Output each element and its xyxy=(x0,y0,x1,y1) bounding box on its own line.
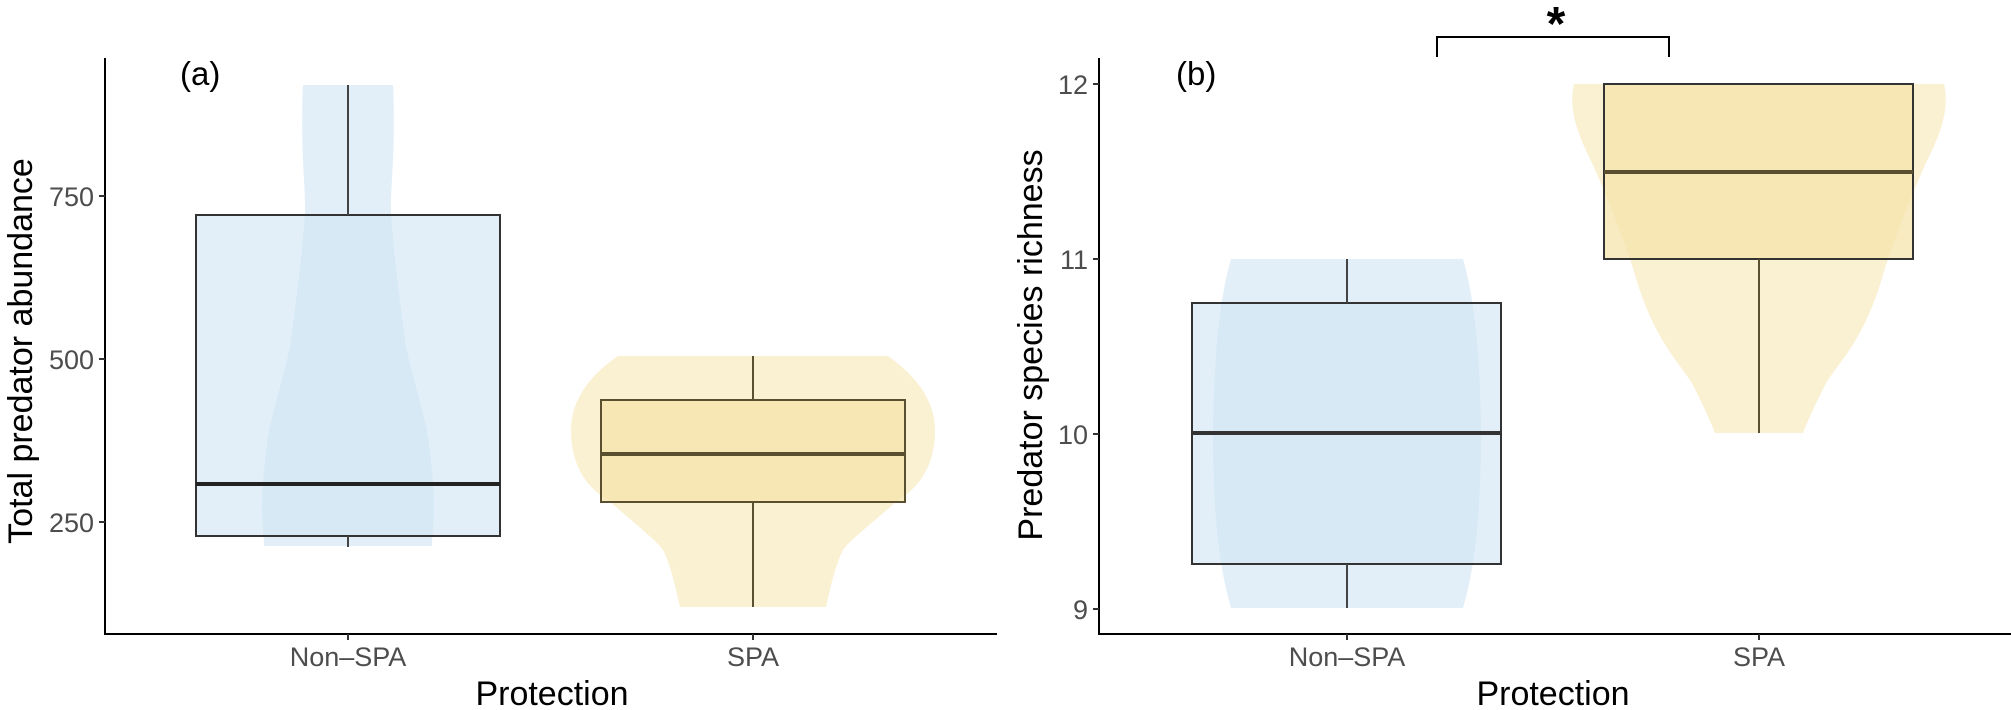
x-axis-title-a: Protection xyxy=(475,675,628,710)
significance-bracket xyxy=(1436,36,1670,57)
y-tick-label-b-10: 10 xyxy=(1058,420,1088,450)
panel-tag-a: (a) xyxy=(180,55,220,92)
y-tick-label-a-250: 250 xyxy=(49,508,94,538)
x-tick-label-b-spa: SPA xyxy=(1733,642,1785,672)
y-tick-label-a-500: 500 xyxy=(49,345,94,375)
x-tick-label-a-spa: SPA xyxy=(727,642,779,672)
y-tick-label-b-9: 9 xyxy=(1073,595,1088,625)
y-tick-label-b-11: 11 xyxy=(1060,245,1088,275)
box-spa-a xyxy=(600,399,906,503)
panel-a: 750 500 250 Non–SPA SPA Protection Total… xyxy=(2,55,997,710)
x-axis-title-b: Protection xyxy=(1476,675,1629,710)
x-tick-label-a-non-spa: Non–SPA xyxy=(290,642,407,672)
panel-tag-b: (b) xyxy=(1176,55,1216,92)
significance-star: * xyxy=(1547,0,1566,51)
y-axis-title-b: Predator species richness xyxy=(1012,149,1050,540)
x-tick-label-b-non-spa: Non–SPA xyxy=(1289,642,1406,672)
panel-b: * 12 11 10 9 Non–SPA SPA Protection Pred xyxy=(1012,0,2011,710)
box-non-spa-a xyxy=(195,214,501,537)
y-tick-label-a-750: 750 xyxy=(49,182,94,212)
y-tick-label-b-12: 12 xyxy=(1058,70,1088,100)
y-axis-title-a: Total predator abundance xyxy=(2,158,40,544)
